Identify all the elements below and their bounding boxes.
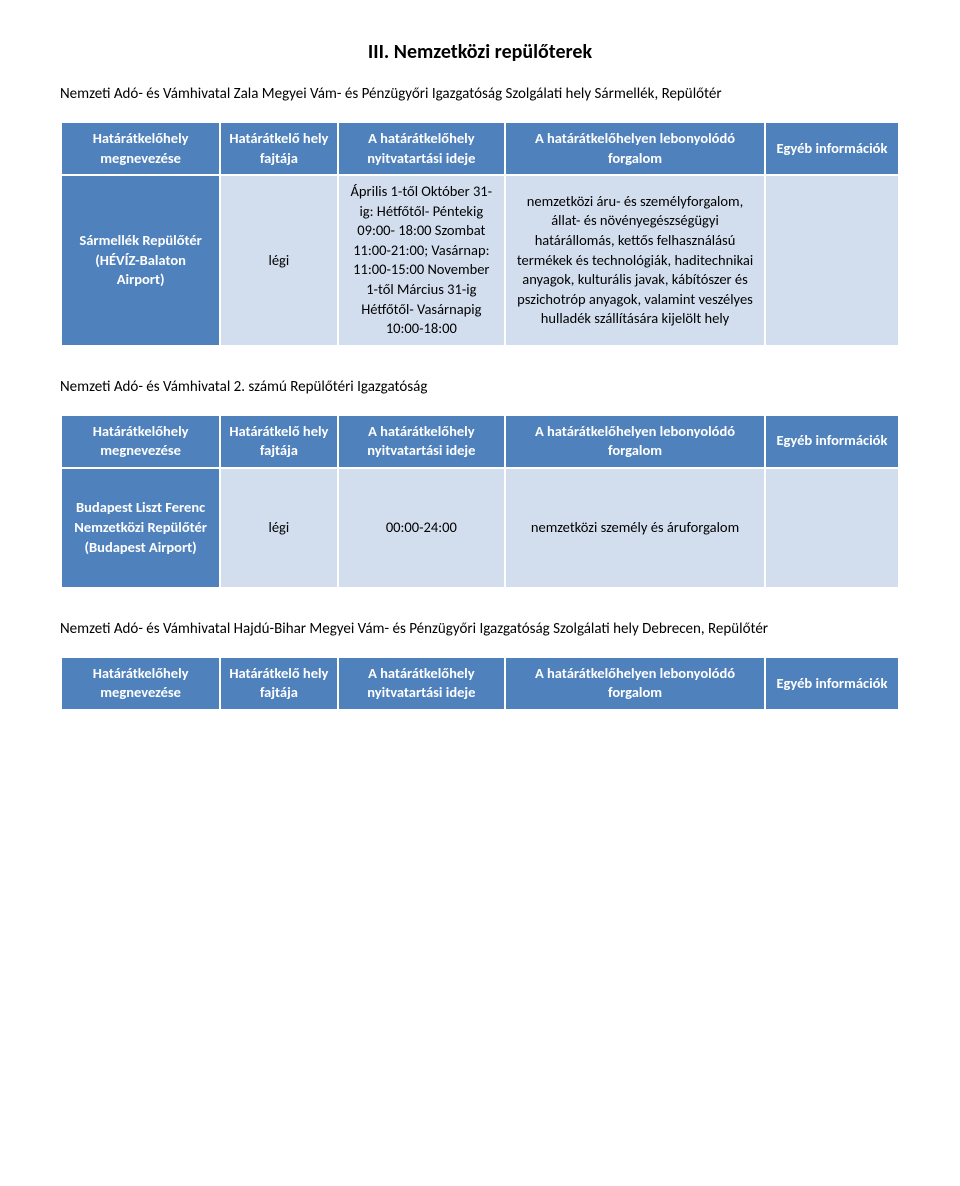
table2-intro: Nemzeti Adó- és Vámhivatal 2. számú Repü… [60,377,900,398]
cell-type: légi [220,175,337,346]
col-type-header: Határátkelő hely fajtája [220,415,337,468]
table-header-row: Határátkelőhely megnevezése Határátkelő … [61,415,899,468]
cell-other [765,468,899,588]
col-hours-header: A határátkelőhely nyitvatartási ideje [338,657,506,710]
col-name-header: Határátkelőhely megnevezése [61,122,220,175]
table-row: Budapest Liszt Ferenc Nemzetközi Repülőt… [61,468,899,588]
col-name-header: Határátkelőhely megnevezése [61,657,220,710]
cell-name: Budapest Liszt Ferenc Nemzetközi Repülőt… [61,468,220,588]
cell-name: Sármellék Repülőtér (HÉVÍZ-Balaton Airpo… [61,175,220,346]
table-row: Sármellék Repülőtér (HÉVÍZ-Balaton Airpo… [61,175,899,346]
cell-hours: Április 1-től Október 31-ig: Hétfőtől- P… [338,175,506,346]
table-header-row: Határátkelőhely megnevezése Határátkelő … [61,657,899,710]
section-title: III. Nemzetközi repülőterek [60,40,900,64]
col-other-header: Egyéb információk [765,657,899,710]
col-hours-header: A határátkelőhely nyitvatartási ideje [338,122,506,175]
col-traffic-header: A határátkelőhelyen lebonyolódó forgalom [505,415,765,468]
col-traffic-header: A határátkelőhelyen lebonyolódó forgalom [505,657,765,710]
table1: Határátkelőhely megnevezése Határátkelő … [60,121,900,347]
table3-intro: Nemzeti Adó- és Vámhivatal Hajdú-Bihar M… [60,619,900,640]
table2: Határátkelőhely megnevezése Határátkelő … [60,414,900,589]
col-name-header: Határátkelőhely megnevezése [61,415,220,468]
col-other-header: Egyéb információk [765,122,899,175]
cell-traffic: nemzetközi személy és áruforgalom [505,468,765,588]
col-traffic-header: A határátkelőhelyen lebonyolódó forgalom [505,122,765,175]
col-type-header: Határátkelő hely fajtája [220,122,337,175]
table3: Határátkelőhely megnevezése Határátkelő … [60,656,900,711]
table-header-row: Határátkelőhely megnevezése Határátkelő … [61,122,899,175]
cell-traffic: nemzetközi áru- és személyforgalom, álla… [505,175,765,346]
col-hours-header: A határátkelőhely nyitvatartási ideje [338,415,506,468]
col-other-header: Egyéb információk [765,415,899,468]
cell-type: légi [220,468,337,588]
cell-other [765,175,899,346]
cell-hours: 00:00-24:00 [338,468,506,588]
col-type-header: Határátkelő hely fajtája [220,657,337,710]
table1-intro: Nemzeti Adó- és Vámhivatal Zala Megyei V… [60,84,900,105]
